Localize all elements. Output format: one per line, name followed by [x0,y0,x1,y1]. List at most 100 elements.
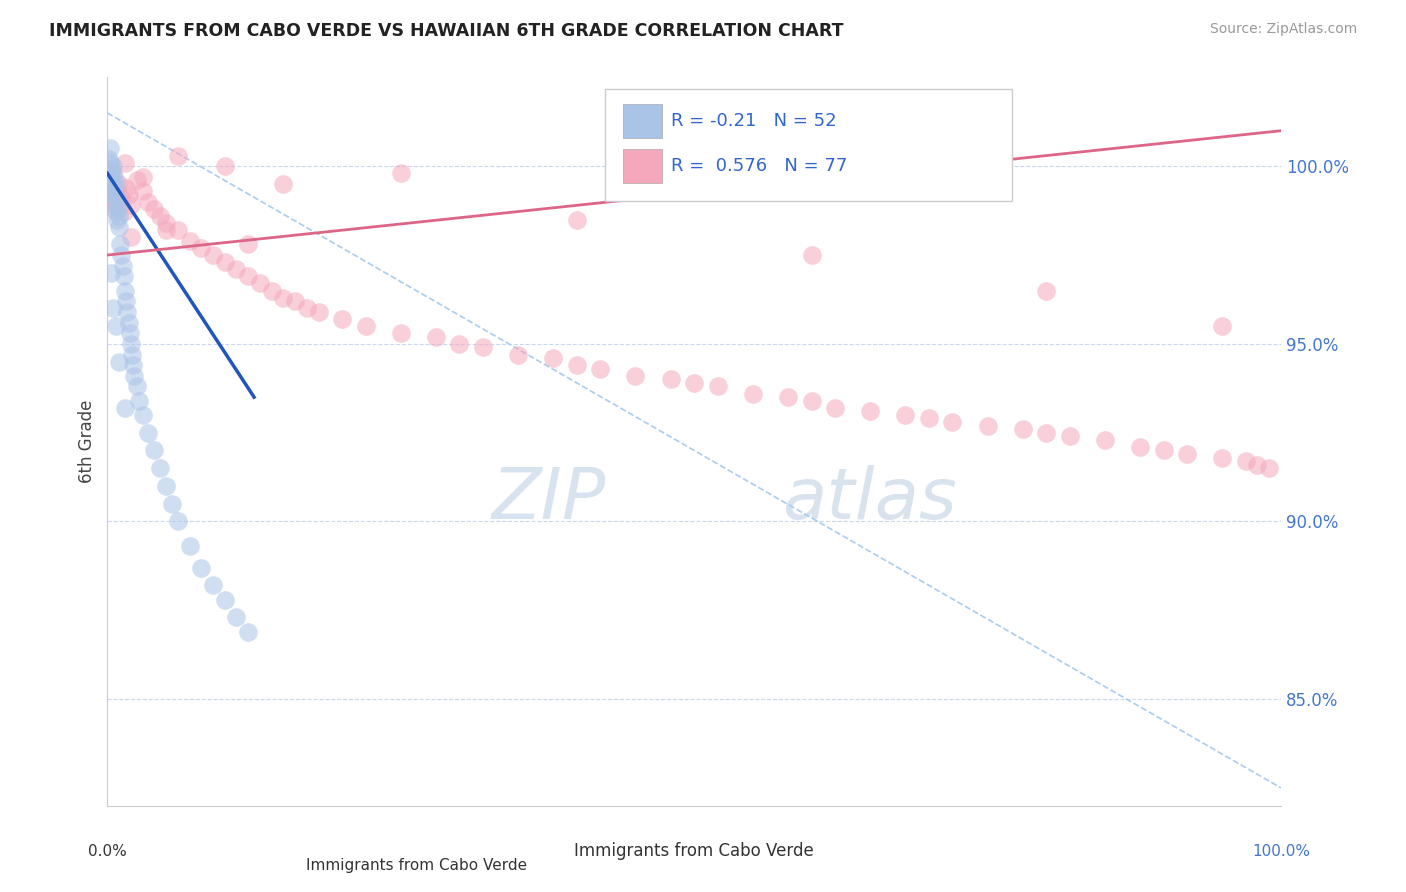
Point [565,358,588,372]
Point [155,216,177,230]
Text: R =  0.576   N = 77: R = 0.576 N = 77 [671,157,846,175]
Point [111,259,134,273]
Point [1211,319,1233,334]
Point [389,326,412,341]
Point [114,155,136,169]
Point [103,166,125,180]
Point [800,248,823,262]
Point [1094,433,1116,447]
Point [1011,422,1033,436]
Point [190,241,212,255]
Point [100,184,122,198]
Point [117,316,139,330]
Point [131,408,153,422]
Point [214,159,236,173]
Point [565,212,588,227]
Text: Source: ZipAtlas.com: Source: ZipAtlas.com [1209,22,1357,37]
Text: 0.0%: 0.0% [89,845,127,859]
Point [330,312,353,326]
Point [589,361,612,376]
Point [98,141,121,155]
Point [105,212,128,227]
Point [103,187,125,202]
Point [104,319,127,334]
Point [115,294,138,309]
Point [114,401,136,415]
Point [114,284,136,298]
Point [179,539,201,553]
Point [120,198,142,212]
Point [131,169,153,184]
Point [117,187,139,202]
Point [1175,447,1198,461]
Point [104,198,127,212]
Point [295,301,318,316]
Point [238,624,260,639]
Point [1246,458,1268,472]
Point [112,205,135,219]
Point [125,379,148,393]
Point [706,379,728,393]
Point [103,169,125,184]
Point [166,148,188,162]
Text: R = -0.21   N = 52: R = -0.21 N = 52 [671,112,837,130]
Point [125,173,148,187]
Point [508,347,530,361]
Point [107,202,129,216]
Point [1059,429,1081,443]
Point [308,305,330,319]
Point [976,418,998,433]
Point [101,180,124,194]
Point [149,461,172,475]
Text: IMMIGRANTS FROM CABO VERDE VS HAWAIIAN 6TH GRADE CORRELATION CHART: IMMIGRANTS FROM CABO VERDE VS HAWAIIAN 6… [49,22,844,40]
Point [683,376,706,390]
Point [260,284,283,298]
Point [201,248,224,262]
Point [225,262,247,277]
Point [98,166,121,180]
Point [115,180,138,194]
Point [101,194,124,209]
Point [101,162,124,177]
Point [624,368,647,383]
Point [249,277,271,291]
Point [894,408,917,422]
Point [103,202,125,216]
Point [238,269,260,284]
Point [449,336,471,351]
Text: ZIP: ZIP [492,466,606,534]
Point [1035,425,1057,440]
Point [741,386,763,401]
Point [179,234,201,248]
Point [941,415,963,429]
Point [104,177,127,191]
Point [776,390,799,404]
Point [105,184,128,198]
Point [124,368,146,383]
Point [110,248,132,262]
Point [121,347,143,361]
Point [238,237,260,252]
Point [108,209,131,223]
Point [190,560,212,574]
Point [110,237,132,252]
Point [1129,440,1152,454]
Point [103,301,125,316]
Point [354,319,377,334]
Point [800,393,823,408]
Point [122,358,145,372]
Point [160,497,183,511]
Point [143,443,166,458]
Point [97,152,120,166]
Point [1211,450,1233,465]
Point [105,205,128,219]
Point [166,223,188,237]
Point [98,187,121,202]
Point [1258,461,1281,475]
Point [110,191,132,205]
Point [425,330,447,344]
Point [1234,454,1257,468]
Point [143,202,166,216]
Point [214,592,236,607]
Point [918,411,941,425]
